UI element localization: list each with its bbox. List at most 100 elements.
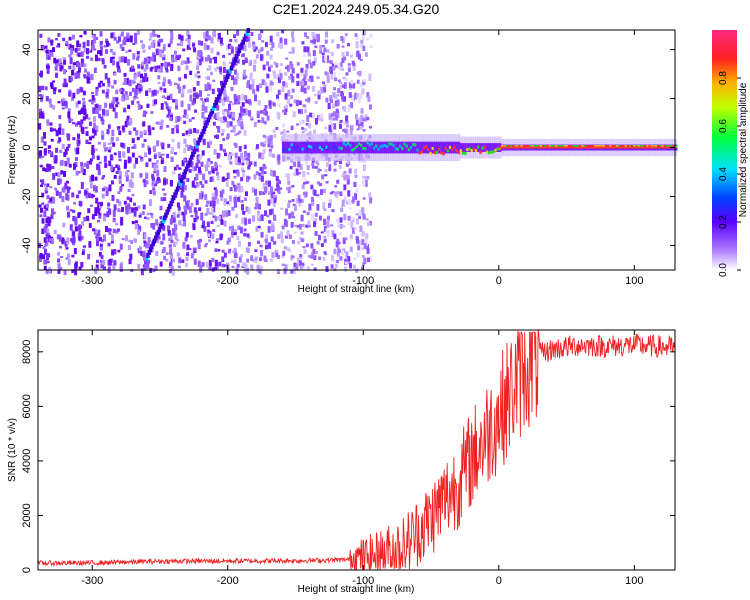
carrier-core — [288, 148, 292, 152]
spectrogram-cell — [306, 85, 310, 90]
spectrogram-cell — [226, 96, 230, 102]
colorbar-tick-label: 0.4 — [718, 167, 729, 181]
spectrogram-cell — [233, 259, 237, 265]
spectrogram-cell — [361, 88, 365, 95]
spectrogram-cell — [173, 223, 177, 231]
y-tick-label: 0 — [21, 144, 33, 150]
spectrogram-cell — [101, 238, 105, 243]
spectrogram-cell — [85, 114, 89, 119]
carrier-core — [292, 145, 296, 149]
spectrogram-line-cell — [209, 111, 213, 117]
spectrogram-cell — [362, 176, 366, 179]
carrier-core — [451, 148, 455, 152]
spectrogram-cell — [278, 69, 282, 74]
carrier-core — [316, 143, 320, 147]
spectrogram-cell — [276, 112, 280, 119]
spectrogram-cell — [260, 175, 264, 182]
spectrogram-cell — [145, 76, 149, 82]
spectrogram-cell — [204, 164, 208, 168]
spectrogram-cell — [323, 87, 327, 93]
spectrogram-cell — [160, 142, 164, 147]
spectrogram-cell — [194, 109, 198, 113]
spectrogram-cell — [255, 203, 259, 209]
spectrogram-cell — [69, 224, 73, 231]
spectrogram-cell — [100, 264, 104, 269]
spectrogram-cell — [155, 160, 159, 164]
spectrogram-cell — [200, 218, 204, 221]
spectrogram-cell — [110, 138, 114, 145]
spectrogram-cell — [301, 119, 305, 124]
spectrogram-cell — [362, 80, 366, 85]
spectrogram-cell — [194, 210, 198, 217]
spectrogram-cell — [354, 227, 358, 231]
spectrogram-cell — [107, 77, 111, 84]
spectrogram-cell — [244, 150, 248, 157]
spectrogram-cell — [291, 185, 295, 188]
spectrogram-cell — [337, 79, 341, 82]
spectrogram-cell — [185, 38, 189, 42]
spectrogram-cell — [264, 41, 268, 48]
spectrogram-cell — [139, 173, 143, 178]
spectrogram-cell — [304, 161, 308, 165]
spectrogram-cell — [246, 268, 250, 275]
spectrogram-cell — [95, 125, 99, 133]
spectrogram-cell — [143, 68, 147, 72]
spectrogram-cell — [43, 248, 47, 255]
spectrogram-cell — [316, 76, 320, 79]
spectrogram-cell — [44, 244, 48, 247]
spectrogram-cell — [222, 66, 226, 74]
spectrogram-cell — [301, 131, 305, 134]
spectrogram-cell — [323, 235, 327, 239]
x-tick-label: -300 — [81, 575, 103, 587]
spectrogram-cell — [104, 102, 108, 108]
spectrogram-cell — [314, 166, 318, 169]
spectrogram-cell — [207, 161, 211, 166]
spectrogram-cell — [280, 237, 284, 244]
spectrogram-cell — [193, 92, 197, 98]
spectrogram-cell — [91, 149, 95, 156]
spectrogram-cell — [135, 96, 139, 99]
spectrogram-cell — [110, 164, 114, 171]
spectrogram-cell — [189, 89, 193, 94]
spectrogram-cell — [132, 80, 136, 84]
spectrogram-cell — [134, 157, 138, 164]
spectrogram-cell — [244, 191, 248, 197]
spectrogram-cell — [201, 224, 205, 229]
spectrogram-cell — [55, 147, 59, 153]
carrier-band — [286, 141, 290, 154]
spectrogram-cell — [48, 164, 52, 170]
spectrogram-cell — [266, 214, 270, 218]
spectrogram-cell — [154, 183, 158, 187]
spectrogram-cell — [98, 237, 102, 242]
spectrogram-cell — [236, 263, 240, 268]
spectrogram-cell — [245, 58, 249, 64]
spectrogram-cell — [347, 106, 351, 112]
spectrogram-cell — [230, 75, 234, 81]
spectrogram-cell — [193, 47, 197, 53]
spectrogram-cell — [81, 127, 85, 135]
spectrogram-cell — [48, 98, 52, 104]
spectrogram-cell — [236, 132, 240, 136]
spectrogram-cell — [350, 102, 354, 109]
spectrogram-cell — [68, 36, 72, 41]
carrier-core — [435, 151, 439, 155]
spectrogram-cell — [341, 98, 345, 102]
spectrogram-cell — [38, 156, 42, 159]
spectrogram-cell — [118, 180, 122, 184]
spectrogram-cell — [249, 59, 253, 66]
carrier-core — [336, 147, 340, 151]
spectrogram-line-cell — [171, 195, 176, 201]
carrier-core — [496, 147, 500, 151]
carrier-core — [314, 145, 318, 149]
spectrogram-cell — [313, 221, 317, 228]
spectrogram-cell — [359, 125, 363, 130]
spectrogram-cell — [247, 207, 251, 214]
spectrogram-cell — [41, 45, 45, 51]
carrier-core — [347, 141, 351, 145]
carrier-core — [487, 151, 491, 155]
spectrogram-cell — [281, 85, 285, 93]
spectrogram-cell — [121, 95, 125, 99]
carrier-core — [351, 148, 355, 152]
colorbar-tick-label: 0.6 — [718, 119, 729, 133]
carrier-band — [466, 143, 470, 152]
